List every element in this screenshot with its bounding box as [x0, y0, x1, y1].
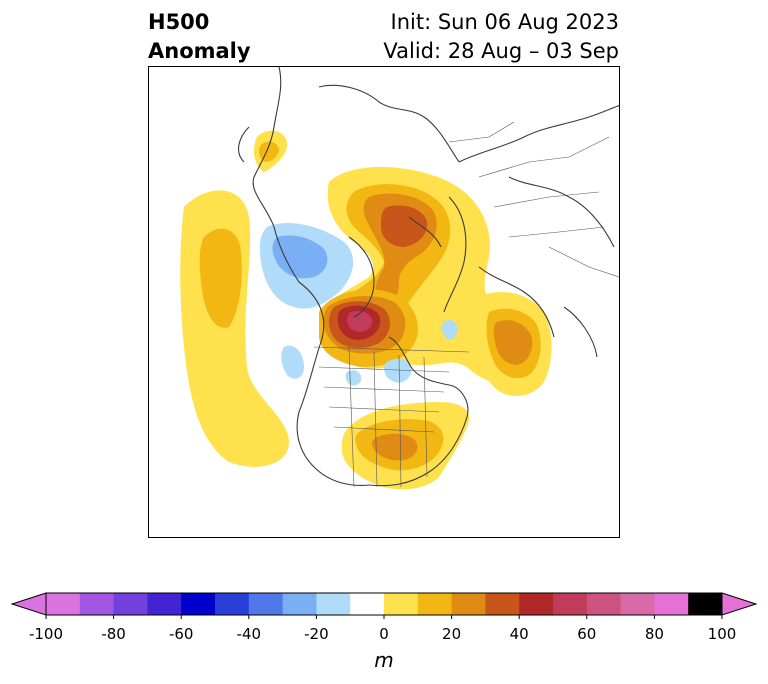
anomaly-negative-alaska-beaufort [272, 235, 328, 279]
colorbar-bin [519, 593, 554, 615]
init-valid-label: Init: Sun 06 Aug 2023 Valid: 28 Aug – 03… [383, 8, 619, 66]
colorbar-bin [316, 593, 351, 615]
valid-range: Valid: 28 Aug – 03 Sep [383, 39, 619, 63]
init-date: Init: Sun 06 Aug 2023 [390, 10, 619, 34]
colorbar-tick-label: -40 [236, 625, 262, 643]
colorbar-tick-label: 80 [644, 625, 664, 643]
colorbar-tick-label: -60 [168, 625, 194, 643]
anomaly-positive-north-atlantic [493, 320, 533, 365]
anomaly-positive-arctic [381, 205, 428, 247]
colorbar-bin [181, 593, 216, 615]
colorbar-tick-label: -100 [28, 625, 64, 643]
anomaly-negative-weak-alaska-south [281, 345, 304, 379]
colorbar-tick-label: 0 [379, 625, 389, 643]
colorbar-tick-label: 40 [509, 625, 529, 643]
anomaly-negative-weak-greenland [441, 320, 458, 340]
colorbar-bin [620, 593, 655, 615]
colorbar-bin [553, 593, 588, 615]
anomaly-negative-weak-great-plains [345, 370, 362, 386]
anomaly-positive-moderate-pacific [199, 228, 242, 328]
colorbar-tick-label: 60 [577, 625, 597, 643]
colorbar [10, 592, 758, 619]
colorbar-bin [46, 593, 81, 615]
anomaly-positive-hudson-bay-max [346, 311, 373, 332]
title-line-2: Anomaly [148, 39, 251, 63]
political-boundaries [313, 121, 619, 488]
colorbar-bin [248, 593, 284, 615]
colorbar-tick-label: 100 [707, 625, 737, 643]
anomaly-map [180, 67, 619, 490]
chart-title: H500 Anomaly [148, 8, 251, 66]
colorbar-tick-label: 20 [442, 625, 462, 643]
anomaly-positive-eastern-us [371, 433, 418, 461]
colorbar-bin [688, 593, 723, 615]
colorbar-bin [485, 593, 520, 615]
colorbar-bin [586, 593, 622, 615]
units-label: m [374, 648, 394, 672]
colorbar-bin [451, 593, 486, 615]
colorbar-bin [147, 593, 182, 615]
colorbar-extend-low [10, 592, 47, 616]
colorbar-bin [282, 593, 317, 615]
title-line-1: H500 [148, 10, 210, 34]
colorbar-extend-high [721, 592, 758, 616]
colorbar-bin [417, 593, 453, 615]
colorbar-tick-label: -20 [304, 625, 329, 643]
colorbar-bin [384, 593, 419, 615]
colorbar-bin [79, 593, 115, 615]
map-panel [148, 66, 620, 538]
colorbar-bin [350, 593, 385, 615]
coastlines [238, 67, 619, 487]
colorbar-tick-label: -80 [101, 625, 126, 643]
colorbar-bin [654, 593, 689, 615]
colorbar-bin [215, 593, 250, 615]
anomaly-negative-weak-canada [384, 358, 412, 383]
colorbar-bin [113, 593, 148, 615]
